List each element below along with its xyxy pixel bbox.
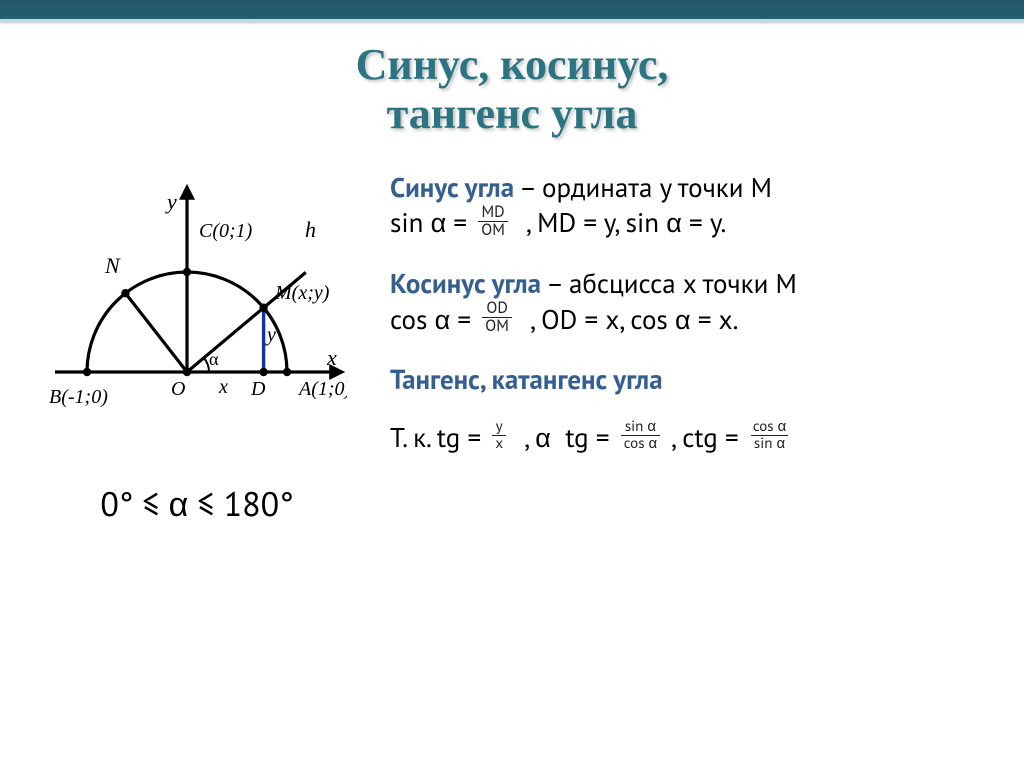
svg-text:y: y: [265, 324, 276, 346]
top-accent-bar: [0, 0, 1024, 22]
svg-text:N: N: [104, 253, 121, 278]
tan-f1-num: y: [493, 419, 506, 435]
svg-text:y: y: [165, 189, 177, 214]
left-column: xyA(1;0)B(-1;0)C(0;1)M(x;y)NDOhαxy 0° ≤ …: [12, 159, 382, 526]
tan-f1-den: x: [492, 435, 506, 452]
sin-prefix: sin α =: [390, 206, 474, 240]
sin-head: Синус угла – ордината у точки М: [390, 171, 1004, 207]
sin-frac-den: ОМ: [478, 221, 508, 239]
tan-definition: Тангенс, катангенс угла Т. к. tg = y x ,…: [390, 363, 1004, 455]
tan-frac3: cos α sin α: [750, 419, 789, 452]
title-line-2: тангенс угла: [0, 89, 1024, 138]
sin-formula: sin α = МD ОМ , МD = y, sin α = y.: [390, 206, 1004, 241]
sin-rest: – ордината у точки М: [514, 171, 772, 205]
tan-f3-den: sin α: [751, 435, 788, 452]
sin-term: Синус угла: [390, 171, 514, 205]
slide-title: Синус, косинус, тангенс угла: [0, 40, 1024, 139]
sin-suffix: , МD = y, sin α = y.: [512, 206, 726, 240]
tan-prefix: Т. к. tg =: [390, 421, 488, 455]
svg-text:D: D: [250, 378, 266, 400]
cos-definition: Косинус угла – абсцисса х точки М cos α …: [390, 267, 1004, 337]
tan-f3-num: cos α: [750, 419, 789, 435]
title-line-1: Синус, косинус,: [0, 40, 1024, 89]
cos-prefix: cos α =: [390, 303, 478, 337]
sin-frac-num: МD: [478, 204, 507, 221]
svg-text:x: x: [326, 345, 337, 370]
svg-text:O: O: [171, 378, 185, 400]
sin-fraction: МD ОМ: [478, 204, 508, 239]
tan-mid2: , ctg =: [664, 421, 746, 455]
content-area: xyA(1;0)B(-1;0)C(0;1)M(x;y)NDOhαxy 0° ≤ …: [0, 139, 1024, 526]
svg-text:C(0;1): C(0;1): [199, 220, 253, 242]
cos-rest: – абсцисса х точки М: [541, 267, 797, 301]
tan-term: Тангенс, катангенс угла: [390, 363, 663, 397]
cos-frac-den: ОМ: [482, 317, 512, 335]
unit-semicircle-diagram: xyA(1;0)B(-1;0)C(0;1)M(x;y)NDOhαxy: [47, 177, 347, 437]
svg-text:α: α: [209, 349, 219, 369]
tan-f2-den: cos α: [621, 435, 660, 452]
svg-text:h: h: [305, 217, 316, 242]
svg-text:M(x;y): M(x;y): [274, 282, 330, 304]
angle-range: 0° ≤ α ≤ 180°: [12, 482, 382, 526]
cos-formula: cos α = ОD ОМ , ОD = x, cos α = x.: [390, 302, 1004, 337]
svg-text:B(-1;0): B(-1;0): [49, 386, 108, 408]
tan-frac2: sin α cos α: [621, 419, 660, 452]
tan-mid1: , α tg =: [510, 421, 617, 455]
cos-fraction: ОD ОМ: [482, 300, 512, 335]
tan-f2-num: sin α: [622, 419, 659, 435]
cos-suffix: , ОD = x, cos α = x.: [516, 303, 738, 337]
svg-text:A(1;0): A(1;0): [297, 378, 347, 400]
sin-definition: Синус угла – ордината у точки М sin α = …: [390, 171, 1004, 241]
tan-head: Тангенс, катангенс угла: [390, 363, 1004, 399]
tan-frac1: y x: [492, 419, 506, 452]
cos-term: Косинус угла: [390, 267, 541, 301]
svg-text:x: x: [218, 376, 228, 398]
right-column: Синус угла – ордината у точки М sin α = …: [382, 159, 1004, 526]
cos-frac-num: ОD: [483, 300, 510, 317]
diagram-svg: xyA(1;0)B(-1;0)C(0;1)M(x;y)NDOhαxy: [47, 177, 347, 437]
cos-head: Косинус угла – абсцисса х точки М: [390, 267, 1004, 303]
tan-formula: Т. к. tg = y x , α tg = sin α cos α , ct…: [390, 421, 1004, 455]
